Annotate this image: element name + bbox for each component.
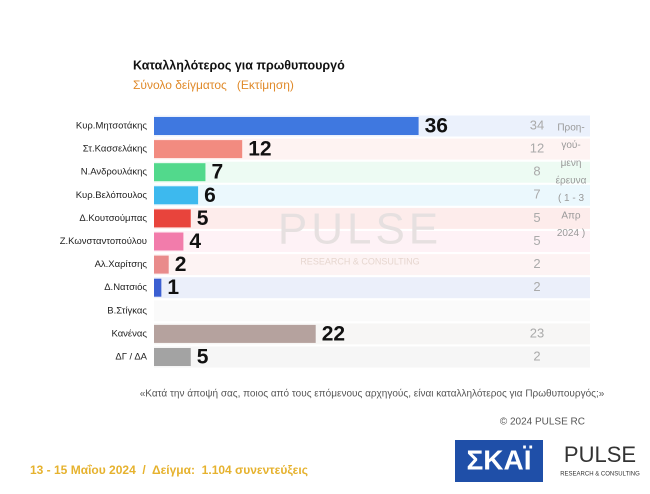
category-label: Στ.Κασσελάκης — [83, 144, 148, 155]
category-label: Κυρ.Μητσοτάκης — [76, 121, 148, 132]
row-stripe — [154, 207, 590, 229]
logo-bg — [455, 440, 543, 482]
category-label: Κανένας — [111, 328, 147, 339]
row-stripe — [154, 254, 590, 276]
previous-value: 2 — [533, 279, 540, 294]
row-stripe — [154, 138, 590, 160]
chart-subtitle: Σύνολο δείγματος (Εκτίμηση) — [133, 78, 294, 92]
bar — [154, 140, 243, 159]
previous-value: 12 — [530, 141, 544, 156]
previous-value: 2 — [533, 348, 540, 363]
bar — [154, 209, 191, 228]
previous-note: γού- — [561, 139, 580, 151]
category-label: Ν.Ανδρουλάκης — [81, 167, 148, 178]
bar — [154, 324, 316, 343]
bar — [154, 163, 206, 182]
copyright: © 2024 PULSE RC — [500, 417, 585, 428]
row-stripe — [154, 277, 590, 299]
previous-value: 5 — [533, 233, 540, 248]
value-label: 2 — [175, 253, 187, 276]
previous-note: Προη- — [557, 123, 584, 134]
category-label: Δ.Κουτσούμπας — [79, 213, 147, 224]
bar — [154, 117, 419, 135]
logo-pulse-sub: RESEARCH & CONSULTING — [560, 472, 640, 478]
value-label: 4 — [189, 230, 201, 253]
category-label: Κυρ.Βελόπουλος — [76, 190, 148, 201]
value-label: 5 — [197, 207, 209, 230]
previous-value: 23 — [530, 325, 544, 340]
previous-note: ( 1 - 3 — [558, 193, 585, 204]
row-stripe — [154, 346, 590, 368]
chart-title: Καταλληλότερος για πρωθυπουργό — [133, 58, 345, 72]
category-label: Ζ.Κωνσταντοπούλου — [60, 236, 147, 247]
value-label: 36 — [425, 115, 448, 138]
bar — [154, 232, 184, 251]
watermark-sub: RESEARCH & CONSULTING — [300, 256, 419, 266]
value-label: 12 — [248, 138, 271, 161]
value-label: 7 — [211, 161, 223, 184]
previous-note: Απρ — [561, 211, 581, 222]
value-label: 5 — [197, 346, 209, 369]
category-label: Δ.Νατσιός — [104, 282, 147, 293]
previous-value: 7 — [533, 187, 540, 202]
bar — [154, 348, 191, 366]
previous-value: 5 — [533, 210, 540, 225]
category-label: ΔΓ / ΔΑ — [115, 352, 147, 363]
logo-skai: ΣΚΑΪ — [466, 444, 532, 475]
bar — [154, 255, 169, 274]
previous-value: 34 — [530, 117, 544, 132]
previous-value: 8 — [533, 164, 540, 179]
row-stripe — [154, 161, 590, 183]
watermark: PULSE — [278, 205, 442, 254]
logo-pulse: PULSE — [564, 442, 636, 467]
category-label: Β.Στίγκας — [107, 305, 147, 316]
category-label: Αλ.Χαρίτσης — [95, 259, 148, 270]
value-label: 1 — [167, 276, 179, 299]
question: «Κατά την άποψή σας, ποιος από τους επόμ… — [140, 388, 605, 400]
bar — [154, 278, 162, 297]
value-label: 6 — [204, 184, 216, 207]
row-stripe — [154, 231, 590, 252]
value-label: 22 — [322, 322, 345, 345]
bar — [154, 186, 199, 205]
previous-note: μενη — [561, 158, 582, 169]
previous-note: 2024 ) — [557, 228, 585, 239]
previous-value: 2 — [533, 256, 540, 271]
row-stripe — [154, 300, 590, 322]
row-stripe — [154, 184, 590, 206]
footer: 13 - 15 Μαΐου 2024 / Δείγμα: 1.104 συνεν… — [30, 463, 308, 477]
previous-note: έρευνα — [556, 174, 587, 186]
